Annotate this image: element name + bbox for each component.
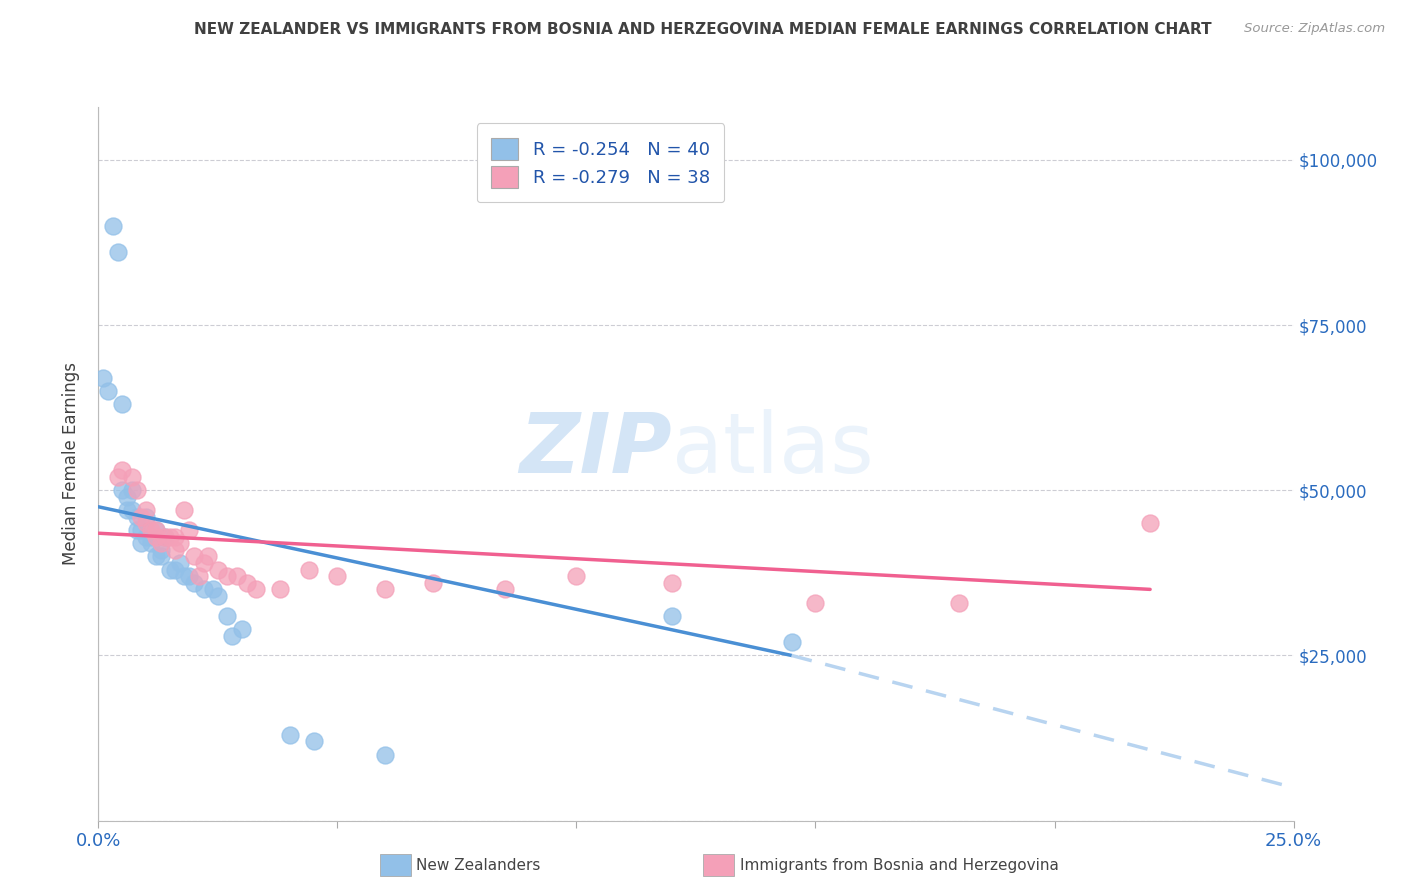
Point bbox=[135, 503, 157, 517]
Point bbox=[111, 483, 134, 498]
Point bbox=[121, 470, 143, 484]
Point bbox=[145, 529, 167, 543]
Point bbox=[326, 569, 349, 583]
Point bbox=[235, 575, 257, 590]
Point bbox=[1139, 516, 1161, 531]
Point bbox=[135, 529, 157, 543]
Point bbox=[111, 397, 134, 411]
Point bbox=[217, 569, 239, 583]
Point bbox=[139, 536, 162, 550]
Point bbox=[780, 635, 803, 649]
Point bbox=[121, 483, 143, 498]
Point bbox=[131, 509, 153, 524]
Point bbox=[169, 536, 191, 550]
Point bbox=[202, 582, 225, 597]
Text: atlas: atlas bbox=[672, 409, 873, 490]
Point bbox=[173, 569, 195, 583]
Point bbox=[179, 569, 201, 583]
Point bbox=[125, 509, 148, 524]
Point bbox=[804, 596, 827, 610]
Point bbox=[245, 582, 267, 597]
Y-axis label: Median Female Earnings: Median Female Earnings bbox=[62, 362, 80, 566]
Point bbox=[97, 384, 120, 399]
Point bbox=[115, 490, 138, 504]
Point bbox=[193, 556, 215, 570]
Point bbox=[173, 503, 195, 517]
Point bbox=[155, 529, 177, 543]
Point bbox=[125, 523, 148, 537]
Point bbox=[207, 589, 229, 603]
Point bbox=[565, 569, 588, 583]
Text: Source: ZipAtlas.com: Source: ZipAtlas.com bbox=[1244, 22, 1385, 36]
Point bbox=[149, 549, 172, 564]
Point bbox=[374, 582, 396, 597]
Point bbox=[193, 582, 215, 597]
Point bbox=[661, 575, 683, 590]
Point bbox=[163, 529, 186, 543]
Point bbox=[115, 503, 138, 517]
Point bbox=[207, 563, 229, 577]
Point bbox=[135, 516, 157, 531]
Point bbox=[139, 529, 162, 543]
Point bbox=[163, 563, 186, 577]
Point bbox=[221, 629, 243, 643]
Point bbox=[145, 549, 167, 564]
Point bbox=[135, 509, 157, 524]
Point bbox=[226, 569, 249, 583]
Point bbox=[197, 549, 219, 564]
Text: NEW ZEALANDER VS IMMIGRANTS FROM BOSNIA AND HERZEGOVINA MEDIAN FEMALE EARNINGS C: NEW ZEALANDER VS IMMIGRANTS FROM BOSNIA … bbox=[194, 22, 1212, 37]
Point bbox=[374, 747, 396, 762]
Point bbox=[91, 371, 114, 385]
Point bbox=[661, 608, 683, 623]
Point bbox=[101, 219, 124, 233]
Point bbox=[159, 563, 181, 577]
Point bbox=[111, 463, 134, 477]
Point bbox=[107, 470, 129, 484]
Point bbox=[131, 536, 153, 550]
Point bbox=[302, 734, 325, 748]
Point bbox=[121, 503, 143, 517]
Point bbox=[183, 575, 205, 590]
Point bbox=[187, 569, 209, 583]
Point bbox=[231, 622, 253, 636]
Point bbox=[422, 575, 444, 590]
Point bbox=[159, 529, 181, 543]
Legend: R = -0.254   N = 40, R = -0.279   N = 38: R = -0.254 N = 40, R = -0.279 N = 38 bbox=[477, 123, 724, 202]
Point bbox=[125, 483, 148, 498]
Text: New Zealanders: New Zealanders bbox=[416, 858, 540, 872]
Point bbox=[155, 529, 177, 543]
Point bbox=[107, 245, 129, 260]
Point bbox=[149, 542, 172, 557]
Point bbox=[269, 582, 291, 597]
Text: ZIP: ZIP bbox=[519, 409, 672, 490]
Point bbox=[145, 523, 167, 537]
Point bbox=[217, 608, 239, 623]
Text: Immigrants from Bosnia and Herzegovina: Immigrants from Bosnia and Herzegovina bbox=[740, 858, 1059, 872]
Point bbox=[183, 549, 205, 564]
Point bbox=[298, 563, 321, 577]
Point bbox=[131, 523, 153, 537]
Point bbox=[163, 542, 186, 557]
Point bbox=[948, 596, 970, 610]
Point bbox=[179, 523, 201, 537]
Point bbox=[149, 536, 172, 550]
Point bbox=[145, 523, 167, 537]
Point bbox=[278, 728, 301, 742]
Point bbox=[169, 556, 191, 570]
Point bbox=[494, 582, 516, 597]
Point bbox=[139, 523, 162, 537]
